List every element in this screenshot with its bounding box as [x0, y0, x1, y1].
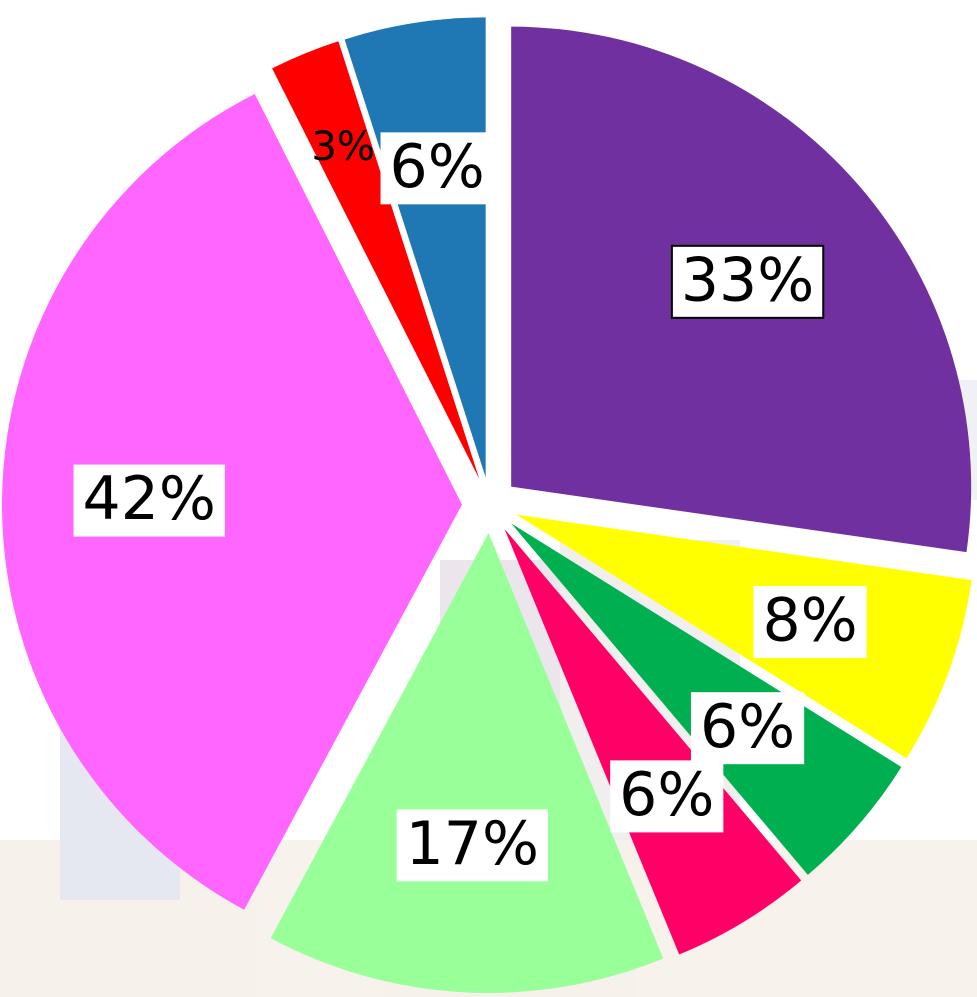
data-label: 8%: [753, 586, 867, 659]
data-label-box: [753, 586, 867, 659]
data-label: 3%: [311, 124, 374, 170]
data-label: 42%: [73, 464, 225, 537]
labels: 33%8%6%6%17%42%3% 6%: [73, 124, 867, 882]
data-label-text: 17%: [406, 809, 539, 879]
data-label-text: 3%: [311, 124, 374, 170]
data-label: 6%: [610, 760, 724, 833]
data-label-box: [73, 464, 225, 537]
data-label: 6%: [690, 692, 805, 765]
data-label: 6%: [380, 132, 494, 205]
data-label-box: [610, 760, 724, 833]
data-label-box: [670, 244, 825, 319]
data-label-text: 6%: [390, 132, 485, 202]
data-label-box: [380, 132, 494, 205]
pie-slice: [270, 532, 664, 993]
pie-slice: [272, 41, 480, 480]
slices: [2, 17, 972, 993]
data-label-box: [396, 809, 548, 882]
data-label-text: 6%: [619, 760, 714, 830]
data-label: 17%: [396, 809, 548, 882]
data-label-text: 42%: [83, 464, 216, 534]
pie-slice: [2, 93, 463, 910]
data-label-text: 8%: [762, 586, 857, 656]
data-label-text: 6%: [700, 692, 795, 762]
data-label-box: [690, 692, 805, 765]
pie-slice: [504, 528, 802, 955]
data-label-text: 33%: [681, 245, 814, 315]
pie-slice: [516, 514, 972, 759]
data-label: 33%: [670, 244, 825, 319]
